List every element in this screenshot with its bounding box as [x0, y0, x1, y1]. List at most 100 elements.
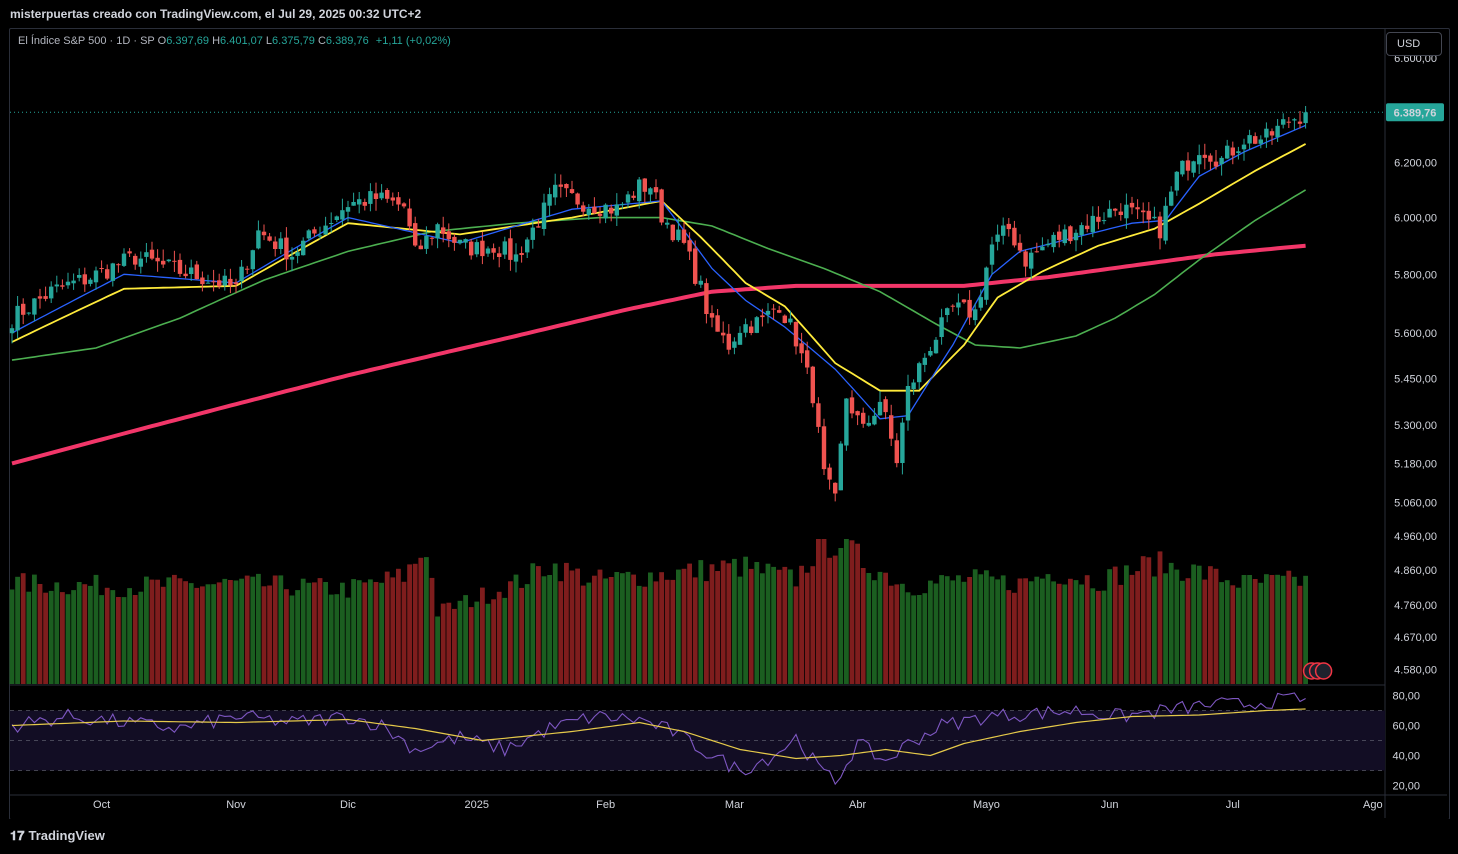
volume-bar [328, 594, 334, 684]
volume-bar [390, 577, 396, 684]
volume-bar [1247, 575, 1252, 684]
candle-body [642, 178, 647, 192]
candle-body [670, 224, 675, 241]
time-axis-label: Jun [1101, 799, 1119, 811]
candle-body [446, 231, 451, 240]
candle-body [1213, 161, 1219, 167]
volume-bar [396, 568, 401, 684]
volume-bar [379, 582, 384, 684]
candle-body [978, 297, 983, 308]
candle-body [1225, 145, 1230, 159]
volume-bar [720, 560, 726, 684]
volume-bar [373, 582, 379, 684]
volume-bar [1152, 576, 1157, 684]
volume-bar [827, 557, 832, 684]
volume-bar [692, 577, 698, 684]
last-price-label: 6.389,76 [1394, 107, 1437, 119]
candle-body [491, 248, 496, 253]
volume-bar [284, 589, 289, 684]
candle-body [1124, 204, 1129, 219]
volume-bar [485, 603, 491, 684]
volume-bar [261, 586, 267, 684]
candle-body [581, 205, 586, 212]
volume-bar [681, 568, 687, 684]
time-axis-label: Jul [1226, 799, 1240, 811]
volume-bar [188, 583, 194, 684]
candle-body [357, 199, 362, 205]
volume-bar [468, 607, 474, 684]
volume-bar [524, 584, 530, 684]
volume-bar [928, 580, 933, 684]
candle-body [1012, 227, 1017, 246]
volume-bar [608, 577, 614, 684]
candle-body [558, 184, 563, 187]
open-label: O [157, 35, 167, 47]
candle-body [396, 197, 401, 205]
ma-slow-line [11, 189, 1307, 361]
volume-bar [989, 576, 995, 684]
candle-body [1141, 210, 1146, 213]
volume-bar [1045, 574, 1051, 684]
volume-bar [1124, 565, 1129, 684]
currency-button[interactable]: USD [1386, 32, 1442, 56]
price-tick-label: 6.000,00 [1394, 213, 1437, 225]
candle-body [788, 318, 793, 323]
volume-bar [54, 582, 60, 684]
candle-body [155, 257, 160, 262]
volume-bar [888, 585, 894, 684]
volume-bar [216, 582, 222, 684]
volume-bar [1107, 569, 1112, 684]
volume-bar [1062, 584, 1068, 684]
candle-body [900, 422, 905, 463]
candle-body [312, 229, 317, 234]
volume-bar [855, 543, 860, 684]
time-axis-label: Mayo [973, 799, 1000, 811]
candle-body [1152, 216, 1157, 219]
low-value: 6.375,79 [272, 35, 315, 47]
rsi-ma-line [11, 708, 1306, 760]
candle-body [765, 310, 771, 315]
volume-bar [1034, 576, 1040, 684]
candle-body [121, 253, 127, 266]
volume-bar [474, 601, 480, 684]
volume-bar [116, 597, 121, 684]
candle-body [973, 309, 978, 321]
candle-body [452, 236, 457, 243]
price-tick-label: 5.800,00 [1394, 269, 1437, 281]
volume-bar [530, 563, 536, 684]
volume-bar [513, 574, 519, 684]
price-tick-label: 4.760,00 [1394, 600, 1437, 612]
volume-bar [788, 569, 793, 684]
candle-body [401, 203, 407, 207]
candle-body [116, 264, 121, 266]
candle-body [26, 312, 31, 314]
candle-body [866, 422, 871, 426]
candle-body [519, 253, 524, 255]
candle-body [418, 245, 423, 250]
candle-body [989, 244, 995, 265]
volume-bar [463, 595, 468, 684]
volume-bar [172, 574, 177, 684]
price-tick-label: 5.300,00 [1394, 420, 1437, 432]
candle-body [1174, 171, 1179, 191]
volume-bar [289, 595, 295, 684]
candle-body [37, 296, 43, 299]
volume-bar [950, 580, 956, 684]
volume-bar [776, 569, 782, 684]
volume-bar [1073, 580, 1079, 684]
candle-body [541, 202, 547, 229]
volume-bar [480, 587, 485, 684]
candle-body [329, 223, 334, 224]
candle-body [637, 179, 642, 202]
volume-bar [586, 582, 592, 684]
volume-bar [1096, 590, 1101, 684]
candle-body [351, 202, 356, 206]
volume-bar [642, 586, 648, 684]
candle-body [295, 252, 300, 256]
tradingview-logo[interactable]: 𝟏𝟕 TradingView [10, 828, 105, 844]
volume-bar [676, 569, 681, 684]
price-tick-label: 4.960,00 [1394, 531, 1437, 543]
candle-body [407, 208, 412, 227]
candle-body [149, 249, 155, 259]
